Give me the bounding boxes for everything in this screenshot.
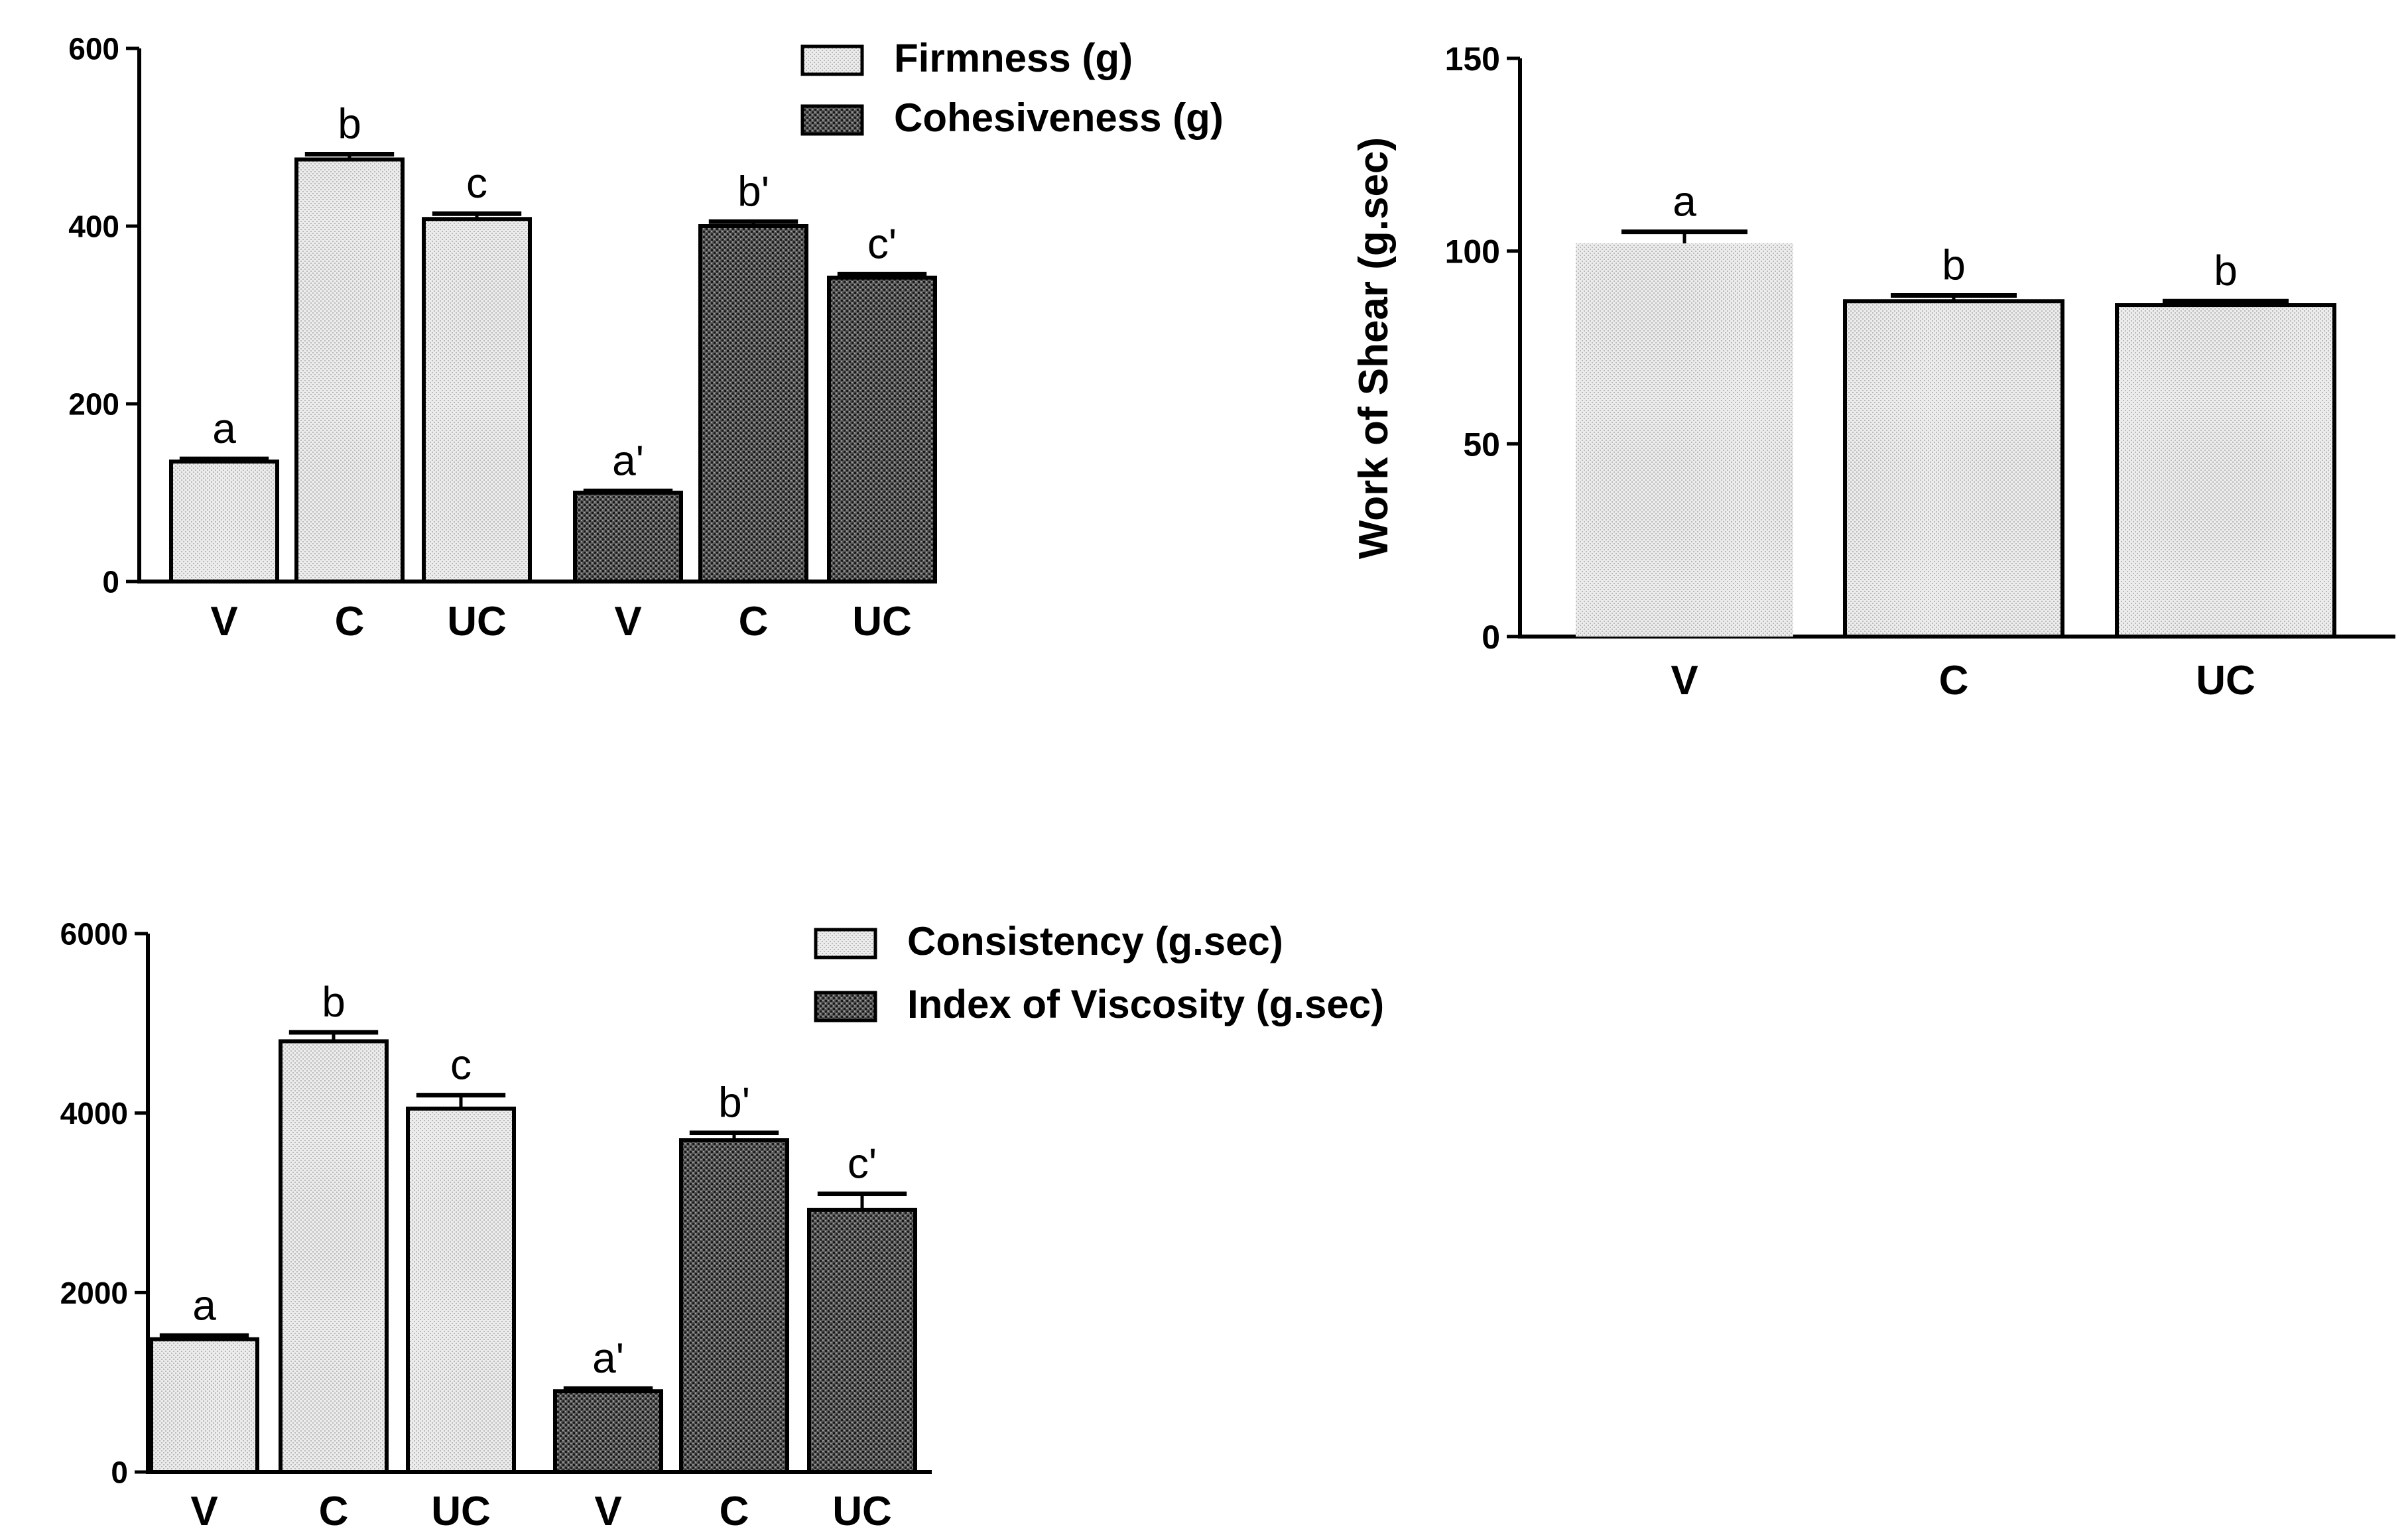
bar-light: [1843, 299, 2064, 639]
y-tick-label: 6000: [60, 917, 128, 952]
work-of-shear-chart: 0 50 100 150 Work of Shear (g.sec) a Vb Cb UC: [1351, 40, 2395, 704]
y-tick-label: 600: [68, 32, 119, 66]
x-tick-label: C: [739, 599, 769, 645]
significance-letter: a': [592, 1334, 624, 1382]
significance-letter: a: [1673, 178, 1696, 225]
y-tick-label: 2000: [60, 1276, 128, 1310]
x-tick-label: C: [720, 1489, 749, 1534]
bar-light: [422, 217, 532, 584]
y-axis-label: Work of Shear (g.sec): [1351, 137, 1397, 559]
significance-letter: b: [1942, 241, 1966, 289]
x-tick-label: V: [210, 599, 237, 645]
bar-dark: [807, 1207, 917, 1474]
bar-dark: [679, 1138, 789, 1475]
bar-light: [2115, 303, 2336, 639]
bar-dark: [698, 224, 808, 584]
legend-label: Index of Viscosity (g.sec): [907, 982, 1384, 1026]
x-tick-label: UC: [447, 599, 507, 645]
significance-letter: b': [737, 167, 769, 215]
legend-swatch: [814, 991, 877, 1022]
y-tick-label: 400: [68, 210, 119, 244]
significance-letter: a: [192, 1281, 216, 1329]
y-tick-label: 4000: [60, 1096, 128, 1131]
x-tick-label: C: [1939, 658, 1969, 704]
x-tick-label: C: [319, 1489, 349, 1534]
bar-light: [149, 1337, 259, 1474]
y-tick-label: 150: [1445, 40, 1500, 78]
x-tick-label: V: [594, 1489, 621, 1534]
bar-dark: [553, 1389, 663, 1474]
x-tick-label: UC: [431, 1489, 491, 1534]
legend-label: Firmness (g): [894, 36, 1133, 80]
significance-letter: b: [322, 978, 346, 1026]
x-tick-label: V: [1671, 658, 1698, 704]
consistency-viscosity-chart: 0 2000 4000 6000 a Vb Cc UC a' Vb' Cc' UC Consistenc…: [60, 917, 1384, 1534]
bar-dark: [573, 491, 683, 584]
x-tick-label: C: [335, 599, 365, 645]
y-tick-label: 0: [102, 565, 119, 599]
significance-letter: c: [450, 1041, 472, 1089]
x-tick-label: UC: [832, 1489, 892, 1534]
significance-letter: c': [867, 219, 897, 267]
legend-swatch: [800, 44, 864, 76]
bar-light: [1576, 243, 1793, 637]
significance-letter: c': [848, 1139, 877, 1187]
y-tick-label: 0: [111, 1455, 128, 1490]
firmness-cohesiveness-chart: 0 200 400 600 a Vb Cc UC a' Vb' Cc' UC Firmness (g) C…: [68, 32, 1224, 645]
x-tick-label: UC: [852, 599, 912, 645]
legend-label: Cohesiveness (g): [894, 95, 1224, 140]
x-tick-label: V: [614, 599, 641, 645]
significance-letter: c: [466, 159, 487, 207]
significance-letter: b': [718, 1078, 750, 1126]
bar-light: [279, 1039, 389, 1474]
significance-letter: b: [2214, 247, 2238, 294]
bar-light: [294, 157, 405, 584]
bar-light: [169, 460, 279, 584]
bar-light: [406, 1106, 516, 1474]
y-tick-label: 50: [1463, 426, 1500, 463]
significance-letter: b: [338, 99, 361, 147]
bar-dark: [827, 275, 937, 584]
legend-swatch: [814, 928, 877, 959]
x-tick-label: UC: [2196, 658, 2255, 704]
legend-swatch: [800, 104, 864, 136]
y-tick-label: 200: [68, 387, 119, 422]
x-tick-label: V: [190, 1489, 218, 1534]
legend-label: Consistency (g.sec): [907, 919, 1283, 963]
y-tick-label: 0: [1482, 619, 1500, 656]
significance-letter: a': [612, 436, 644, 484]
y-tick-label: 100: [1445, 233, 1500, 271]
significance-letter: a: [212, 404, 236, 452]
